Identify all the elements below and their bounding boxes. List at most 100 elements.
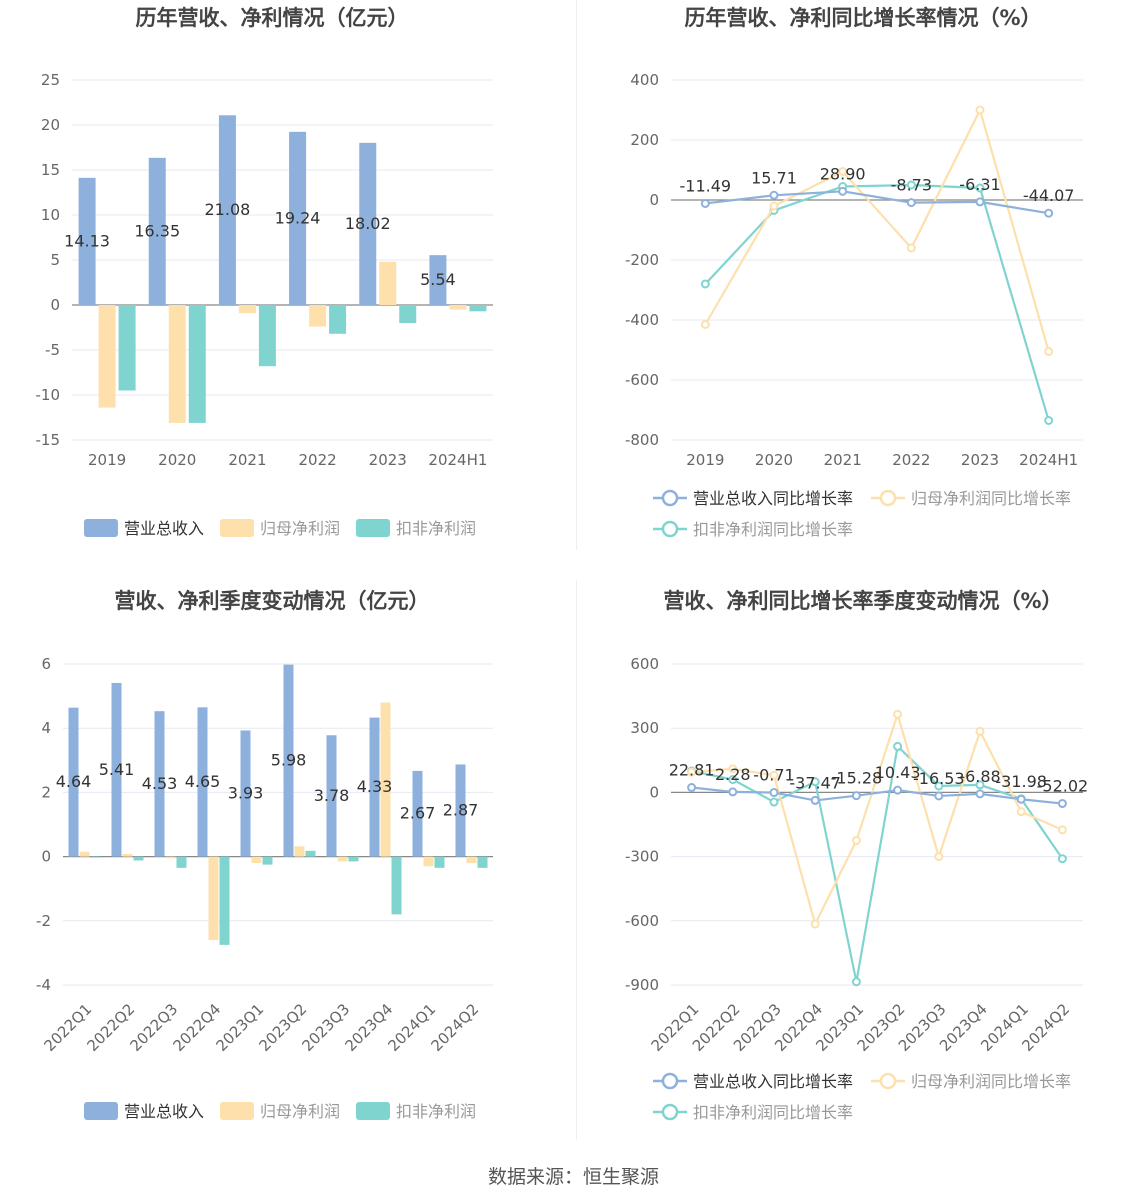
point-parent [975, 726, 985, 736]
point-parent [769, 201, 779, 211]
data-label: 4.53 [142, 774, 178, 793]
data-label: 16.35 [134, 221, 180, 240]
data-label: -6.88 [959, 767, 1000, 786]
y-tick-label: -600 [625, 371, 659, 389]
legend-label: 扣非净利润 [396, 1102, 476, 1121]
legend-swatch-nonrec [356, 1102, 390, 1120]
y-tick-label: -600 [625, 912, 659, 930]
point-parent [893, 709, 903, 719]
bar-revenue [197, 707, 208, 857]
bar-parent [337, 856, 348, 862]
line-nonrec [704, 183, 1050, 421]
chart-svg: 历年营收、净利情况（亿元） 25 20 15 10 5 0 -5 -10 -15 2019 2020 2… [36, 6, 493, 538]
point-nonrec [975, 183, 985, 193]
chart-svg: 营收、净利季度变动情况（亿元）6420-2-42022Q12022Q22022Q… [36, 589, 493, 1121]
point-nonrec [728, 775, 738, 785]
legend-label: 营业总收入 [124, 519, 204, 538]
bar-nonrec [118, 305, 136, 391]
bar-nonrec [469, 305, 487, 312]
point-parent [728, 764, 738, 774]
legend-label: 扣非净利润 [396, 519, 476, 538]
bar-nonrec [391, 856, 402, 915]
bar-parent [380, 702, 391, 857]
bar-parent [122, 854, 133, 857]
legend-label: 扣非净利润同比增长率 [693, 1103, 853, 1122]
legend-label: 营业总收入同比增长率 [693, 1072, 853, 1091]
x-tick-label: 2024Q2 [428, 1000, 483, 1055]
data-label: 4.33 [357, 777, 393, 796]
bar-revenue [154, 711, 165, 857]
point-revenue [700, 198, 710, 208]
point-revenue [1057, 799, 1067, 809]
line-nonrec [691, 744, 1064, 983]
point-revenue [769, 788, 779, 798]
legend-label: 扣非净利润同比增长率 [693, 520, 853, 539]
data-label: -31.98 [995, 772, 1047, 791]
data-label: -0.71 [753, 766, 794, 785]
bar-nonrec [434, 856, 445, 868]
legend-label: 营业总收入同比增长率 [693, 489, 853, 508]
y-tick-label: -200 [625, 251, 659, 269]
point-parent [975, 105, 985, 115]
chart-svg: 营收、净利同比增长率季度变动情况（%）6003000-300-600-90020… [625, 589, 1089, 1122]
line-revenue [691, 786, 1063, 805]
point-revenue [934, 791, 944, 801]
y-tick-label: 0 [41, 848, 51, 866]
y-tick-label: 2 [41, 783, 51, 801]
bar-revenue [218, 115, 236, 305]
point-parent [1057, 825, 1067, 835]
data-label: 19.24 [275, 208, 321, 227]
data-label: 5.98 [271, 751, 307, 770]
bar-parent [294, 846, 305, 857]
point-revenue [728, 787, 738, 797]
chart-svg: 历年营收、净利同比增长率情况（%） 400 200 0 -200 -400 -600 -800… [625, 6, 1083, 539]
bar-parent [466, 856, 477, 864]
point-revenue [1016, 794, 1026, 804]
x-tick-label: 2020 [755, 451, 793, 469]
line-parent [704, 106, 1050, 352]
data-label: 5.41 [99, 760, 135, 779]
point-revenue [1044, 208, 1054, 218]
bar-nonrec [305, 850, 316, 857]
y-tick-label: 15 [41, 161, 60, 179]
data-label: 22.81 [669, 761, 715, 780]
data-label: -52.02 [1037, 777, 1089, 796]
y-tick-label: 10 [41, 206, 60, 224]
legend-label: 归母净利润 [260, 519, 340, 538]
legend-swatch-revenue [84, 519, 118, 537]
y-tick-label: -900 [625, 976, 659, 994]
line-parent [691, 710, 1063, 928]
data-source: 数据来源：恒生聚源 [487, 1166, 659, 1188]
y-tick-label: -15 [36, 431, 61, 449]
data-label: 28.90 [820, 164, 866, 183]
legend-marker-nonrec [661, 1103, 679, 1121]
point-revenue [975, 197, 985, 207]
point-nonrec [700, 279, 710, 289]
bar-revenue [359, 142, 377, 305]
point-parent [700, 320, 710, 329]
point-nonrec [851, 977, 861, 987]
x-tick-label: 2023 [961, 451, 999, 469]
data-label: 4.64 [56, 772, 92, 791]
x-tick-label: 2022 [298, 451, 336, 469]
y-tick-label: 0 [649, 191, 659, 209]
chart-title: 历年营收、净利情况（亿元） [136, 6, 409, 30]
bar-nonrec [133, 856, 144, 861]
bar-nonrec [176, 856, 187, 868]
y-tick-label: -4 [36, 976, 51, 994]
chart-title: 营收、净利季度变动情况（亿元） [115, 589, 430, 613]
bar-nonrec [348, 856, 359, 862]
y-tick-label: 25 [41, 71, 60, 89]
bar-parent [379, 261, 397, 305]
x-tick-label: 2024H1 [428, 451, 487, 469]
bar-revenue [369, 717, 380, 857]
chart-quarterly-growth: 营收、净利同比增长率季度变动情况（%） 600 300 0 -300 -600 -900 20… [577, 580, 1147, 1150]
bar-revenue [68, 707, 79, 857]
point-nonrec [1044, 416, 1054, 425]
divider-top [576, 0, 577, 550]
point-parent [769, 770, 779, 780]
data-label: 5.54 [420, 270, 456, 289]
data-label: 14.13 [64, 231, 110, 250]
point-revenue [851, 791, 861, 801]
bar-revenue [429, 255, 447, 305]
